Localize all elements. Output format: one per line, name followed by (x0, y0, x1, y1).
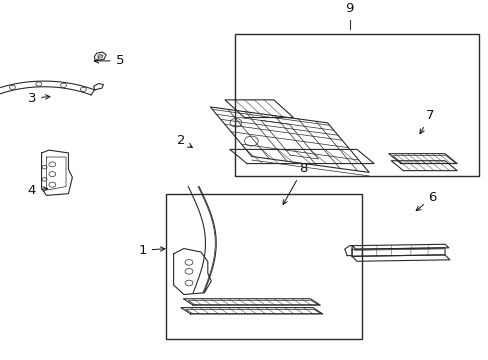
Text: 6: 6 (415, 191, 436, 211)
Text: 8: 8 (283, 162, 307, 204)
Text: 3: 3 (27, 91, 50, 105)
Bar (234, 35, 478, 176)
Text: 4: 4 (27, 184, 47, 197)
Text: 2: 2 (176, 134, 192, 147)
Text: 9: 9 (345, 2, 353, 15)
Text: 1: 1 (138, 244, 164, 257)
Bar (166, 194, 361, 339)
Text: 5: 5 (94, 54, 124, 67)
Text: 7: 7 (419, 109, 434, 134)
